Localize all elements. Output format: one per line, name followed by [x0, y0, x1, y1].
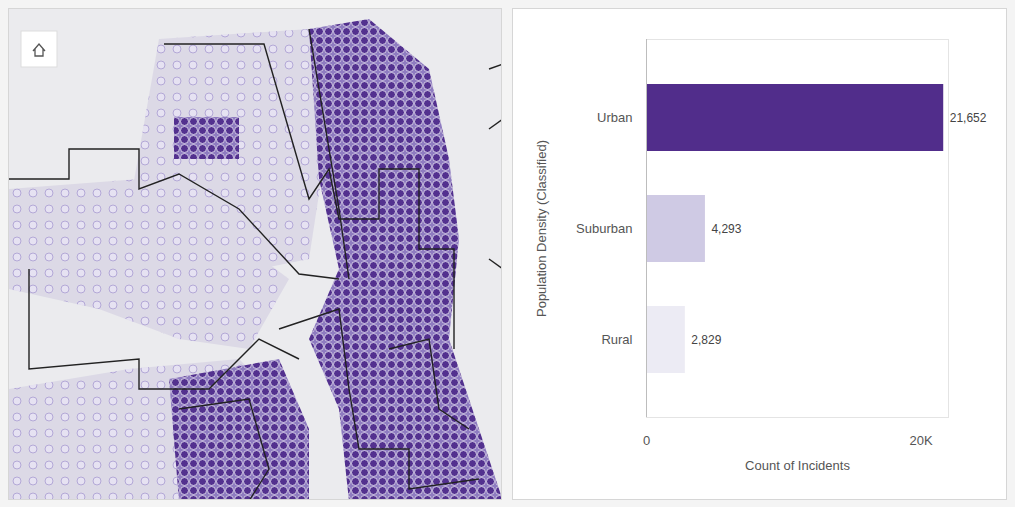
- svg-text:20K: 20K: [909, 433, 932, 448]
- svg-text:4,293: 4,293: [711, 222, 741, 236]
- svg-text:2,829: 2,829: [691, 333, 721, 347]
- svg-text:Urban: Urban: [597, 110, 632, 125]
- svg-text:Rural: Rural: [601, 332, 632, 347]
- svg-text:Suburban: Suburban: [576, 221, 632, 236]
- svg-text:Count of Incidents: Count of Incidents: [745, 458, 850, 473]
- svg-text:21,652: 21,652: [950, 111, 987, 125]
- svg-text:Population Density (Classified: Population Density (Classified): [534, 140, 549, 317]
- svg-text:0: 0: [643, 433, 650, 448]
